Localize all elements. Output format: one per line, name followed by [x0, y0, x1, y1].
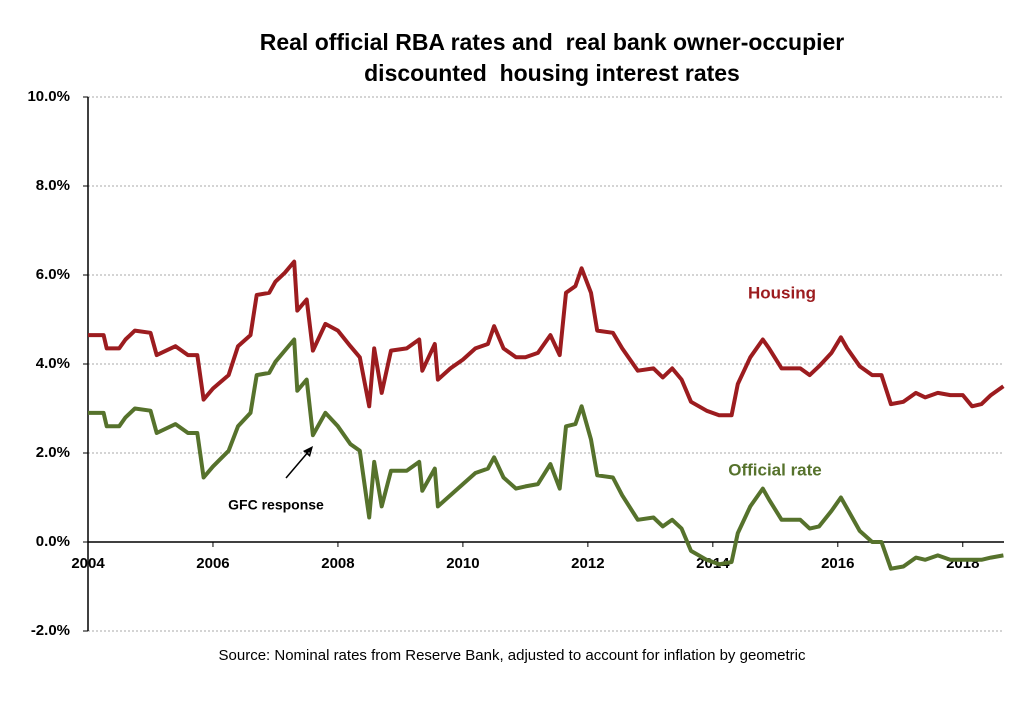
annotation: Housing	[748, 283, 816, 302]
x-tick-label: 2016	[821, 555, 854, 572]
y-tick-label: 6.0%	[36, 266, 70, 283]
y-tick-label: 4.0%	[36, 355, 70, 372]
x-tick-label: 2018	[946, 555, 979, 572]
arrow-head	[303, 446, 313, 457]
y-tick-label: 2.0%	[36, 444, 70, 461]
series-line	[88, 259, 1005, 418]
y-tick-label: 10.0%	[27, 88, 70, 105]
x-tick-label: 2004	[71, 555, 105, 572]
x-tick-label: 2010	[446, 555, 479, 572]
series-line	[88, 337, 1004, 571]
annotation: Official rate	[728, 460, 822, 479]
annotation-arrow	[285, 450, 310, 479]
annotation: GFC response	[228, 497, 324, 513]
y-tick-label: 0.0%	[36, 533, 70, 550]
y-tick-label: 8.0%	[36, 177, 70, 194]
x-tick-label: 2006	[196, 555, 229, 572]
source-note: Source: Nominal rates from Reserve Bank,…	[219, 647, 806, 664]
y-tick-label: -2.0%	[31, 622, 70, 639]
x-tick-label: 2012	[571, 555, 604, 572]
x-tick-label: 2008	[321, 555, 354, 572]
chart-title: discounted housing interest rates	[364, 60, 740, 86]
chart-title: Real official RBA rates and real bank ow…	[260, 29, 845, 55]
